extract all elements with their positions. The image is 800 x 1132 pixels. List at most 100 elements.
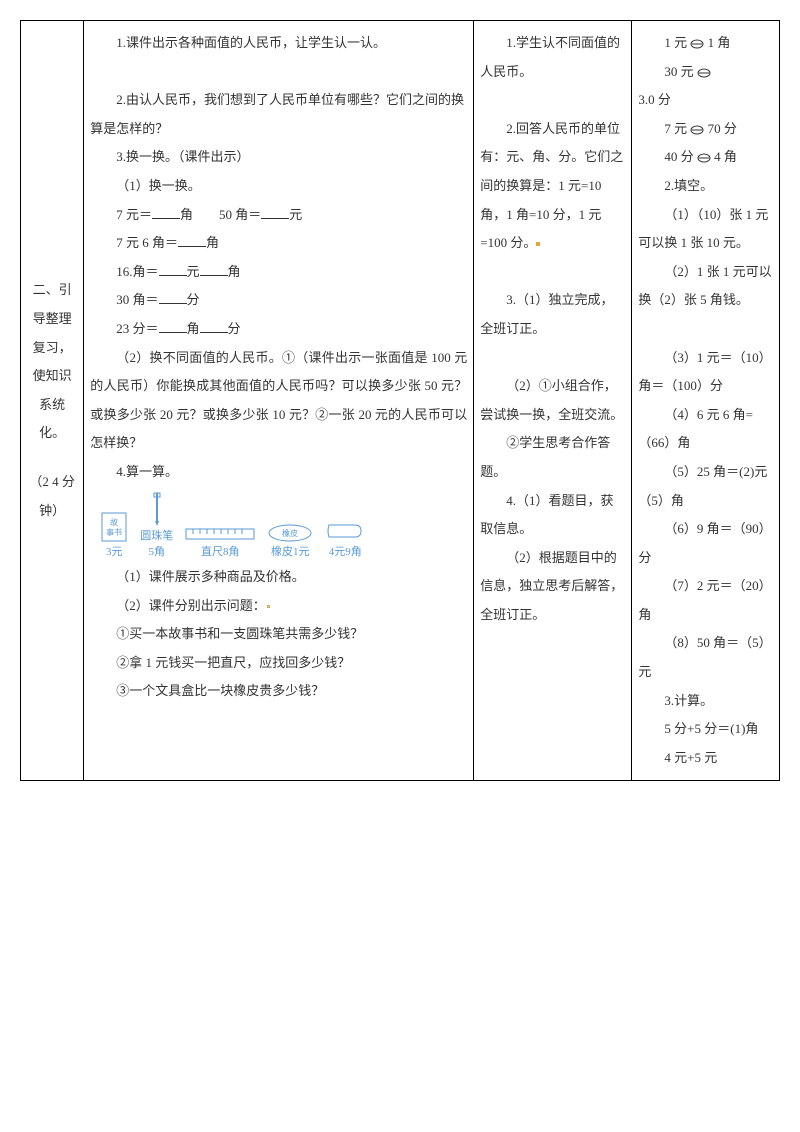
book-icon: 故 事书 xyxy=(100,511,128,543)
pen-icon xyxy=(149,491,165,527)
product-row: 故 事书 3元 圆珠笔 5角 xyxy=(100,491,467,560)
ruler-icon xyxy=(185,525,255,543)
l1c: 元 xyxy=(289,207,302,222)
c4-p2: 2.填空。 xyxy=(638,172,773,201)
relation-icon xyxy=(697,152,711,164)
l2a: 7 元 6 角＝ xyxy=(116,235,178,250)
c2-p1: 1.课件出示各种面值的人民币，让学生认一认。 xyxy=(90,29,467,58)
c3-p5: ②学生思考合作答题。 xyxy=(480,429,625,486)
l5b: 角 xyxy=(187,321,200,336)
l3a: 16.角＝ xyxy=(116,264,158,279)
p4-2-text: （2）课件分别出示问题： xyxy=(116,598,266,613)
c3-p2-text: 2.回答人民币的单位有：元、角、分。它们之间的换算是：1 元=10 角，1 角=… xyxy=(480,121,623,250)
blank xyxy=(178,234,206,247)
r2b: 3.0 分 xyxy=(638,86,773,115)
c2-p4: 4.算一算。 xyxy=(90,458,467,487)
blank xyxy=(159,291,187,304)
student-activity-cell: 1.学生认不同面值的人民币。 2.回答人民币的单位有：元、角、分。它们之间的换算… xyxy=(474,21,632,781)
eraser-icon xyxy=(325,519,365,543)
c4-a5: （5）25 角＝(2)元（5）角 xyxy=(638,458,773,515)
l3c: 角 xyxy=(228,264,241,279)
pen-price: 5角 xyxy=(149,545,166,559)
conv-line-5: 23 分＝ 角 分 xyxy=(90,315,467,344)
c2-p3-2: （2）换不同面值的人民币。①（课件出示一张面值是 100 元的人民币）你能换成其… xyxy=(90,344,467,458)
c4-p3: 3.计算。 xyxy=(638,687,773,716)
conv-line-4: 30 角＝分 xyxy=(90,286,467,315)
r1a: 1 元 xyxy=(664,35,687,50)
blank xyxy=(159,263,187,276)
blank xyxy=(261,206,289,219)
c2-q1: ①买一本故事书和一支圆珠笔共需多少钱？ xyxy=(90,620,467,649)
c3-p2: 2.回答人民币的单位有：元、角、分。它们之间的换算是：1 元=10 角，1 角=… xyxy=(480,115,625,258)
c2-q3: ③一个文具盒比一块橡皮贵多少钱？ xyxy=(90,677,467,706)
l5a: 23 分＝ xyxy=(116,321,158,336)
svg-text:橡皮: 橡皮 xyxy=(282,528,298,538)
c3-p7: （2）根据题目中的信息，独立思考后解答，全班订正。 xyxy=(480,544,625,630)
l1a: 7 元＝ xyxy=(116,207,152,222)
dot-icon xyxy=(536,242,540,246)
product-eraser: 4元9角 xyxy=(325,519,365,559)
pen-label: 圆珠笔 xyxy=(140,529,173,543)
r3a: 7 元 xyxy=(664,121,687,136)
r3: 7 元 70 分 xyxy=(638,115,773,144)
svg-text:故: 故 xyxy=(110,517,118,527)
eraser-box-label: 橡皮1元 xyxy=(271,545,310,559)
r1: 1 元 1 角 xyxy=(638,29,773,58)
svg-text:事书: 事书 xyxy=(106,527,122,537)
c4-a3: （3）1 元＝（10）角＝（100）分 xyxy=(638,344,773,401)
blank xyxy=(152,206,180,219)
eraser-box-icon: 橡皮 xyxy=(267,523,313,543)
l4b: 分 xyxy=(187,292,200,307)
product-pen: 圆珠笔 5角 xyxy=(140,491,173,560)
c4-a8: （8）50 角＝（5）元 xyxy=(638,629,773,686)
c2-p3-1: （1）换一换。 xyxy=(90,172,467,201)
c4-a4: （4）6 元 6 角=（66）角 xyxy=(638,401,773,458)
product-ruler: 直尺8角 xyxy=(185,525,255,559)
time-label: （2 4 分钟） xyxy=(27,468,77,525)
marker-icon xyxy=(267,605,270,608)
blank xyxy=(200,263,228,276)
c4-a1: （1）（10）张 1 元可以换 1 张 10 元。 xyxy=(638,201,773,258)
blank xyxy=(159,320,187,333)
r1b: 1 角 xyxy=(708,35,731,50)
product-book: 故 事书 3元 xyxy=(100,511,128,559)
c2-p3: 3.换一换。（课件出示） xyxy=(90,143,467,172)
c3-p4: （2）①小组合作，尝试换一换，全班交流。 xyxy=(480,372,625,429)
r2a: 30 元 xyxy=(664,64,693,79)
conv-line-3: 16.角＝ 元 角 xyxy=(90,258,467,287)
section-label: 二、引导整理复习，使知识系统化。 xyxy=(27,276,77,448)
r4a: 40 分 xyxy=(664,149,693,164)
c2-p4-2: （2）课件分别出示问题： xyxy=(90,592,467,621)
c3-p3: 3.（1）独立完成，全班订正。 xyxy=(480,286,625,343)
relation-icon xyxy=(690,124,704,136)
c2-p4-1: （1）课件展示多种商品及价格。 xyxy=(90,563,467,592)
conv-line-2: 7 元 6 角＝ 角 xyxy=(90,229,467,258)
c4-a2: （2）1 张 1 元可以换（2）张 5 角钱。 xyxy=(638,258,773,315)
teacher-activity-cell: 1.课件出示各种面值的人民币，让学生认一认。 2.由认人民币，我们想到了人民币单… xyxy=(84,21,474,781)
book-price: 3元 xyxy=(106,545,123,559)
l3b: 元 xyxy=(187,264,200,279)
ruler-label: 直尺8角 xyxy=(201,545,240,559)
c4-a7: （7）2 元＝（20）角 xyxy=(638,572,773,629)
relation-icon xyxy=(697,67,711,79)
c4-c1: 5 分+5 分＝(1)角 xyxy=(638,715,773,744)
answers-cell: 1 元 1 角 30 元 3.0 分 7 元 70 分 40 分 4 角 2.填… xyxy=(632,21,780,781)
c4-a6: （6）9 角＝（90）分 xyxy=(638,515,773,572)
c3-p1: 1.学生认不同面值的人民币。 xyxy=(480,29,625,86)
r2: 30 元 xyxy=(638,58,773,87)
product-eraser-box: 橡皮 橡皮1元 xyxy=(267,523,313,559)
r4b: 4 角 xyxy=(714,149,737,164)
lesson-plan-table: 二、引导整理复习，使知识系统化。 （2 4 分钟） 1.课件出示各种面值的人民币… xyxy=(20,20,780,781)
r3b: 70 分 xyxy=(708,121,737,136)
l2b: 角 xyxy=(206,235,219,250)
conv-line-1: 7 元＝角 50 角＝元 xyxy=(90,201,467,230)
blank xyxy=(200,320,228,333)
l5c: 分 xyxy=(228,321,241,336)
c2-p2: 2.由认人民币，我们想到了人民币单位有哪些？它们之间的换算是怎样的？ xyxy=(90,86,467,143)
c2-q2: ②拿 1 元钱买一把直尺，应找回多少钱？ xyxy=(90,649,467,678)
relation-icon xyxy=(690,38,704,50)
c4-c2: 4 元+5 元 xyxy=(638,744,773,773)
q2-text: ②拿 1 元钱买一把直尺，应找回多少钱？ xyxy=(116,655,350,670)
section-label-cell: 二、引导整理复习，使知识系统化。 （2 4 分钟） xyxy=(21,21,84,781)
eraser-label: 4元9角 xyxy=(329,545,362,559)
